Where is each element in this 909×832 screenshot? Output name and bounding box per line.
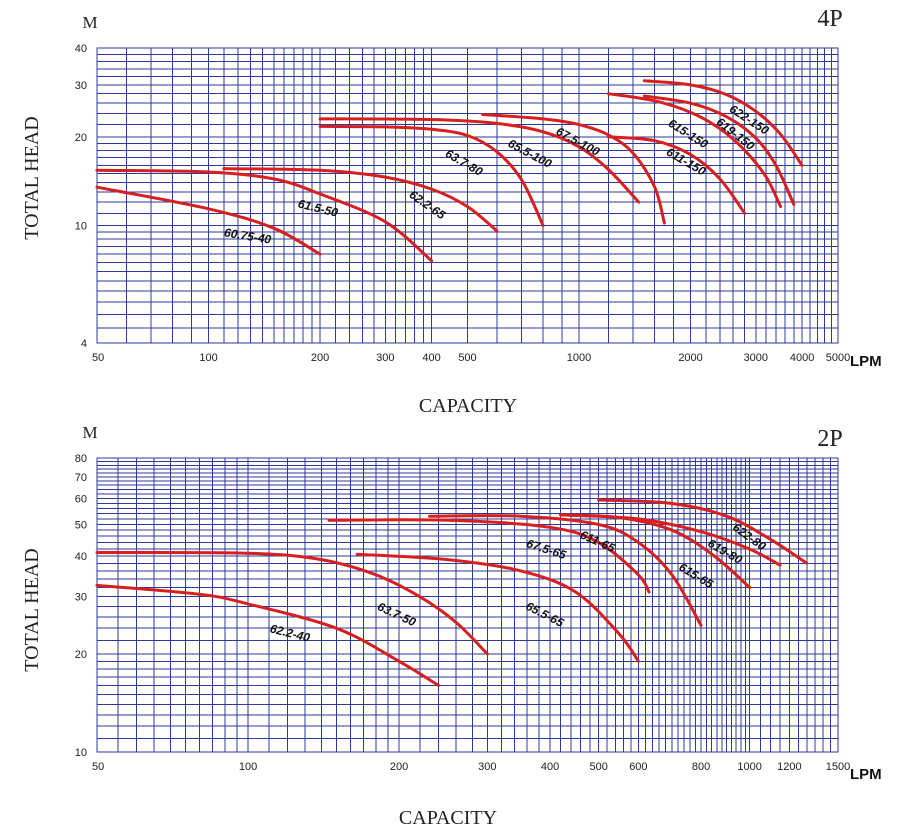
x-tick-label: 50 bbox=[92, 761, 104, 773]
x-tick-label: 1000 bbox=[567, 352, 591, 364]
pole-label: 2P bbox=[817, 426, 842, 452]
series-line-622-150 bbox=[642, 79, 804, 167]
series-line-619-150 bbox=[642, 94, 796, 206]
x-tick-label: 1500 bbox=[826, 761, 850, 773]
chart-2p: 50 100 200 300 400 500 600 800 1000 1200 1500 10 20 3… bbox=[21, 423, 882, 829]
x-tick-label: 800 bbox=[692, 761, 710, 773]
grid bbox=[97, 458, 838, 752]
y-tick-label: 10 bbox=[75, 221, 87, 233]
x-unit-label: LPM bbox=[850, 766, 882, 783]
x-tick-label: 5000 bbox=[826, 352, 850, 364]
y-tick-label: 40 bbox=[75, 551, 87, 563]
grid bbox=[97, 48, 838, 343]
x-tick-label: 600 bbox=[629, 761, 647, 773]
x-tick-label: 200 bbox=[390, 761, 408, 773]
x-tick-label: 50 bbox=[92, 352, 104, 364]
y-tick-label: 70 bbox=[75, 472, 87, 484]
x-tick-label: 2000 bbox=[678, 352, 702, 364]
y-tick-label: 20 bbox=[75, 649, 87, 661]
y-unit-label: M bbox=[82, 423, 97, 442]
x-tick-label: 200 bbox=[311, 352, 329, 364]
y-axis-title: TOTAL HEAD bbox=[21, 548, 43, 671]
x-tick-label: 100 bbox=[199, 352, 217, 364]
series-label: 60.75-40 bbox=[223, 225, 272, 246]
x-tick-label: 1000 bbox=[737, 761, 761, 773]
y-tick-label: 50 bbox=[75, 519, 87, 531]
y-tick-label: 80 bbox=[75, 453, 87, 465]
y-tick-label: 40 bbox=[75, 43, 87, 55]
series-line-61.5-50 bbox=[95, 168, 434, 263]
series-line-63.7-50 bbox=[95, 550, 489, 656]
series-line-62.2-40 bbox=[95, 583, 441, 687]
x-axis-title: CAPACITY bbox=[419, 395, 517, 417]
x-axis-title: CAPACITY bbox=[399, 807, 497, 829]
y-tick-label: 20 bbox=[75, 132, 87, 144]
series-line-611-150 bbox=[606, 135, 747, 215]
series-line-615-150 bbox=[606, 92, 783, 209]
y-tick-label: 10 bbox=[75, 747, 87, 759]
x-tick-label: 3000 bbox=[744, 352, 768, 364]
plot-frame bbox=[96, 47, 839, 344]
x-unit-label: LPM bbox=[850, 353, 882, 370]
series-line-67.5-100 bbox=[481, 113, 666, 225]
x-tick-label: 100 bbox=[239, 761, 257, 773]
chart-4p: 50 100 200 300 400 500 1000 2000 3000 4000 5000 4 10… bbox=[21, 6, 882, 417]
series-line-60.75-40 bbox=[95, 185, 322, 256]
x-tick-label: 400 bbox=[541, 761, 559, 773]
pole-label: 4P bbox=[817, 6, 842, 32]
y-tick-label: 60 bbox=[75, 494, 87, 506]
y-tick-label: 4 bbox=[81, 338, 87, 350]
x-tick-label: 4000 bbox=[790, 352, 814, 364]
series-label: 67.5-65 bbox=[525, 536, 568, 562]
x-tick-label: 300 bbox=[478, 761, 496, 773]
series-label: 615-65 bbox=[676, 560, 716, 591]
series-line-619-80 bbox=[559, 513, 782, 567]
x-tick-label: 500 bbox=[589, 761, 607, 773]
series-line-611-65 bbox=[428, 514, 703, 627]
y-unit-label: M bbox=[82, 13, 97, 32]
series-line-62.2-65 bbox=[222, 167, 499, 233]
series-line-65.5-100 bbox=[318, 117, 641, 204]
x-tick-label: 400 bbox=[422, 352, 440, 364]
series-line-622-80 bbox=[597, 498, 809, 565]
x-tick-label: 1200 bbox=[777, 761, 801, 773]
series-line-63.7-80 bbox=[318, 124, 545, 228]
x-tick-label: 300 bbox=[376, 352, 394, 364]
series-label: 63.7-50 bbox=[375, 599, 418, 629]
y-axis-title: TOTAL HEAD bbox=[21, 116, 43, 239]
series-label: 611-65 bbox=[578, 528, 617, 556]
plot-frame bbox=[96, 457, 839, 753]
x-tick-label: 500 bbox=[458, 352, 476, 364]
y-tick-label: 30 bbox=[75, 592, 87, 604]
series-line-67.5-65 bbox=[327, 518, 651, 594]
series-label: 65.5-65 bbox=[524, 599, 567, 630]
y-tick-label: 30 bbox=[75, 80, 87, 92]
series-line-65.5-65 bbox=[355, 552, 640, 663]
